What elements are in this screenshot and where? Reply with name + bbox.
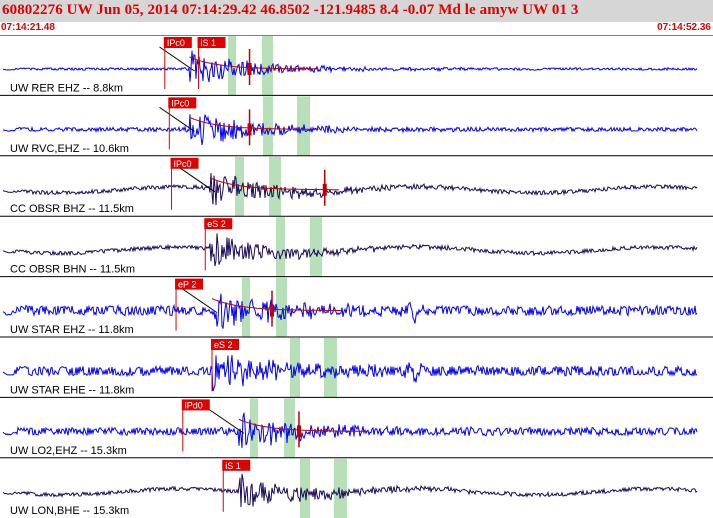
seismogram-panel[interactable]: IPc0 iS 1 UW RER EHZ -- 8.8km IPc0 UW RVC,EH… <box>0 35 713 518</box>
pick-leader-line <box>181 288 218 314</box>
pick-label-box[interactable] <box>211 339 240 350</box>
pick-label-box[interactable] <box>197 37 226 48</box>
station-label: UW RVC,EHZ -- 10.6km <box>10 143 129 155</box>
coda-fit-curve <box>189 56 319 70</box>
station-label: UW LO2,EHZ -- 15.3km <box>10 445 127 457</box>
s-window-band <box>269 156 281 217</box>
pick-label[interactable]: eS 2 <box>214 340 233 350</box>
station-label: UW RER EHZ -- 8.8km <box>10 82 123 94</box>
s-window-band <box>324 338 337 398</box>
s-window-band <box>262 36 273 96</box>
p-window-band <box>263 96 273 156</box>
pick-label[interactable]: eS 2 <box>207 219 226 229</box>
waveform-trace <box>2 293 698 329</box>
pick-leader-line <box>208 408 245 434</box>
coda-fit-curve <box>238 418 368 432</box>
s-window-band <box>276 277 287 337</box>
trace-row[interactable]: IPc0 iS 1 UW RER EHZ -- 8.8km <box>0 35 713 96</box>
coda-fit-curve <box>209 177 339 191</box>
waveform-trace <box>2 412 698 448</box>
pick-label[interactable]: eP 2 <box>178 280 196 290</box>
p-window-band <box>228 36 236 96</box>
pick-label[interactable]: IPc0 <box>171 98 189 108</box>
trace-row[interactable]: iPd0 UW LO2,EHZ -- 15.3km <box>0 396 713 458</box>
station-label: UW LON,BHE -- 15.3km <box>10 505 129 517</box>
waveform-trace <box>2 233 698 267</box>
pick-label[interactable]: iS 1 <box>201 38 217 48</box>
coda-end-handle[interactable] <box>247 123 252 136</box>
station-label: CC OBSR BHZ -- 11.5km <box>10 203 134 215</box>
pick-label-box[interactable] <box>181 399 210 411</box>
station-label: CC OBSR BHN -- 11.5km <box>10 264 135 276</box>
coda-end-handle[interactable] <box>322 183 327 196</box>
coda-end-handle[interactable] <box>296 425 301 438</box>
pick-leader-line <box>159 106 195 132</box>
pick-label-box[interactable] <box>170 157 199 169</box>
waveform-trace <box>2 473 698 508</box>
pick-label[interactable]: iS 1 <box>225 461 241 471</box>
start-time-label: 07:14:21.48 <box>1 22 55 33</box>
p-window-band <box>300 458 310 518</box>
trace-row[interactable]: eS 2 UW STAR EHE -- 11.8km <box>0 336 713 398</box>
waveform-trace <box>2 355 698 392</box>
event-header-bar: 60802276 UW Jun 05, 2014 07:14:29.42 46.… <box>0 0 713 22</box>
pick-label-box[interactable] <box>222 459 251 471</box>
pick-leader-line <box>159 46 195 72</box>
waveform-trace <box>2 172 698 206</box>
trace-row[interactable]: eP 2 UW STAR EHZ -- 11.8km <box>0 276 713 337</box>
end-time-label: 07:14:52.36 <box>657 22 711 33</box>
coda-end-handle[interactable] <box>247 63 252 75</box>
p-window-band <box>290 338 300 398</box>
coda-end-handle[interactable] <box>270 304 275 317</box>
event-title: 60802276 UW Jun 05, 2014 07:14:29.42 46.… <box>2 2 579 18</box>
pick-label[interactable]: IPc0 <box>174 159 192 169</box>
pick-label[interactable]: iPd0 <box>185 400 203 410</box>
p-window-band <box>250 398 258 458</box>
p-window-band <box>235 156 244 217</box>
coda-fit-curve <box>211 298 341 311</box>
pick-label-box[interactable] <box>175 278 204 290</box>
trace-row[interactable]: IPc0 UW RVC,EHZ -- 10.6km <box>0 94 713 156</box>
coda-fit-curve <box>189 116 319 130</box>
trace-row[interactable]: eS 2 CC OBSR BHN -- 11.5km <box>0 215 713 277</box>
station-label: UW STAR EHZ -- 11.8km <box>10 324 134 336</box>
pick-label-box[interactable] <box>204 218 233 230</box>
s-window-band <box>334 458 347 518</box>
station-label: UW STAR EHE -- 11.8km <box>10 384 134 396</box>
pick-leader-line <box>179 167 216 193</box>
trace-row[interactable]: IPc0 CC OBSR BHZ -- 11.5km <box>0 155 713 217</box>
trace-row[interactable]: iS 1 UW LON,BHE -- 15.3km <box>0 457 713 518</box>
pick-label-box[interactable] <box>163 37 192 48</box>
waveform-trace <box>2 50 698 83</box>
p-window-band <box>276 217 285 277</box>
pick-label-box[interactable] <box>168 97 197 109</box>
s-window-band <box>310 217 322 277</box>
waveform-trace <box>2 114 698 146</box>
pick-label[interactable]: IPc0 <box>167 38 185 48</box>
